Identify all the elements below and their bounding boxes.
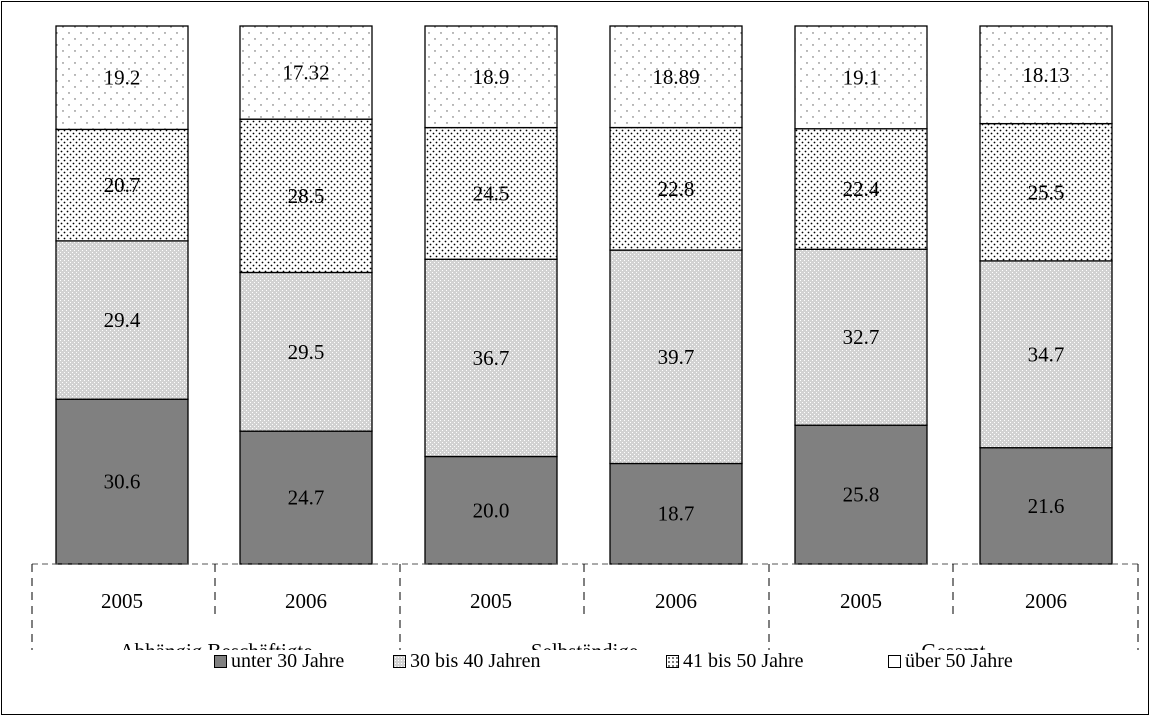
data-label: 29.5	[288, 340, 325, 364]
data-label: 25.8	[843, 483, 880, 507]
tick-label-year: 2006	[655, 589, 697, 613]
legend-item: 30 bis 40 Jahren	[393, 650, 541, 673]
data-label: 32.7	[843, 325, 880, 349]
tick-label-year: 2005	[101, 589, 143, 613]
data-label: 19.2	[104, 66, 141, 90]
data-label: 22.4	[843, 177, 880, 201]
legend-label: 30 bis 40 Jahren	[410, 650, 541, 673]
data-label: 34.7	[1028, 342, 1065, 366]
data-label: 21.6	[1028, 494, 1065, 518]
tick-label-year: 2005	[470, 589, 512, 613]
tick-label-year: 2006	[285, 589, 327, 613]
group-label: Gesamt	[921, 639, 985, 650]
tick-label-year: 2005	[840, 589, 882, 613]
legend-label: unter 30 Jahre	[231, 650, 344, 673]
data-label: 20.0	[473, 498, 510, 522]
legend: unter 30 Jahre 30 bis 40 Jahren 41 bis 50 …	[0, 650, 1152, 676]
data-label: 24.7	[288, 486, 325, 510]
bars-layer	[56, 26, 1112, 564]
data-label: 18.13	[1022, 63, 1069, 87]
data-label: 19.1	[843, 65, 880, 89]
data-label: 30.6	[104, 470, 141, 494]
legend-item: 41 bis 50 Jahre	[666, 650, 804, 673]
data-label: 17.32	[282, 61, 329, 85]
legend-swatch	[666, 655, 679, 668]
data-label: 24.5	[473, 181, 510, 205]
data-label: 25.5	[1028, 180, 1065, 204]
data-label: 28.5	[288, 184, 325, 208]
data-label: 36.7	[473, 346, 510, 370]
category-axis: 2005 2006 2005 2006 2005 2006 Abhängig Beschäf…	[32, 564, 1138, 650]
legend-label: 41 bis 50 Jahre	[683, 650, 804, 673]
legend-item: über 50 Jahre	[888, 650, 1013, 673]
data-label: 20.7	[104, 173, 141, 197]
data-label: 18.9	[473, 65, 510, 89]
legend-item: unter 30 Jahre	[214, 650, 344, 673]
data-label: 18.7	[658, 502, 695, 526]
tick-label-year: 2006	[1025, 589, 1067, 613]
stacked-bar-chart: 30.6 29.4 20.7 19.2 24.7 29.5 28.5 17.32 20.0 36.…	[0, 0, 1152, 650]
data-label: 29.4	[104, 308, 141, 332]
group-label: Abhängig Beschäftigte	[119, 639, 312, 650]
data-label: 22.8	[658, 177, 695, 201]
legend-swatch	[393, 655, 406, 668]
legend-swatch	[888, 655, 901, 668]
legend-label: über 50 Jahre	[905, 650, 1013, 673]
data-label: 18.89	[652, 65, 699, 89]
data-label: 39.7	[658, 345, 695, 369]
group-label: Selbständige	[531, 639, 638, 650]
legend-swatch	[214, 655, 227, 668]
